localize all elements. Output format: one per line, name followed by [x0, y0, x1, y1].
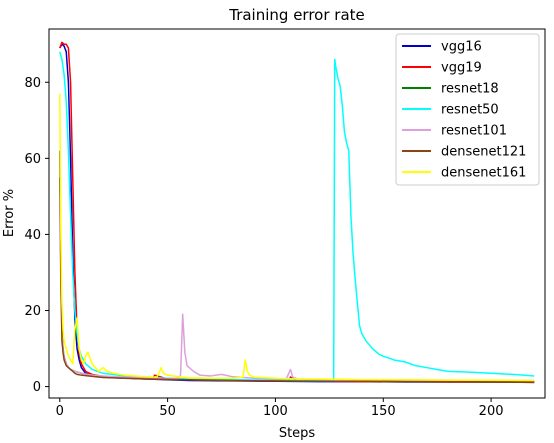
- y-tick-label: 60: [24, 152, 41, 167]
- x-axis-label: Steps: [279, 426, 316, 441]
- legend-label-densenet161: densenet161: [441, 166, 526, 181]
- x-tick-label: 50: [159, 404, 176, 419]
- y-tick-label: 80: [24, 76, 41, 91]
- legend-label-vgg19: vgg19: [441, 61, 482, 76]
- series-line-densenet121: [59, 150, 535, 383]
- x-tick-label: 200: [479, 404, 504, 419]
- y-tick-label: 40: [24, 228, 41, 243]
- legend-frame: [395, 33, 540, 186]
- legend-label-resnet101: resnet101: [441, 124, 507, 139]
- x-tick-label: 0: [56, 404, 64, 419]
- legend: vgg16 vgg19 resnet18 resnet50 resnet101 dense…: [395, 33, 540, 186]
- x-tick-label: 150: [371, 404, 396, 419]
- y-axis-label: Error %: [2, 189, 17, 237]
- x-tick-label: 100: [263, 404, 288, 419]
- y-axis: 0 20 40 60 80: [24, 76, 49, 395]
- series-line-densenet161: [59, 93, 535, 382]
- legend-label-resnet18: resnet18: [441, 82, 499, 97]
- chart-title: Training error rate: [228, 6, 365, 24]
- x-axis: 0 50 100 150 200: [56, 398, 504, 419]
- plot-frame: [48, 28, 546, 399]
- legend-label-densenet121: densenet121: [441, 145, 526, 160]
- legend-label-vgg16: vgg16: [441, 40, 482, 55]
- y-tick-label: 0: [33, 380, 41, 395]
- series-layer: [59, 41, 535, 384]
- y-tick-label: 20: [24, 304, 41, 319]
- legend-label-resnet50: resnet50: [441, 103, 499, 118]
